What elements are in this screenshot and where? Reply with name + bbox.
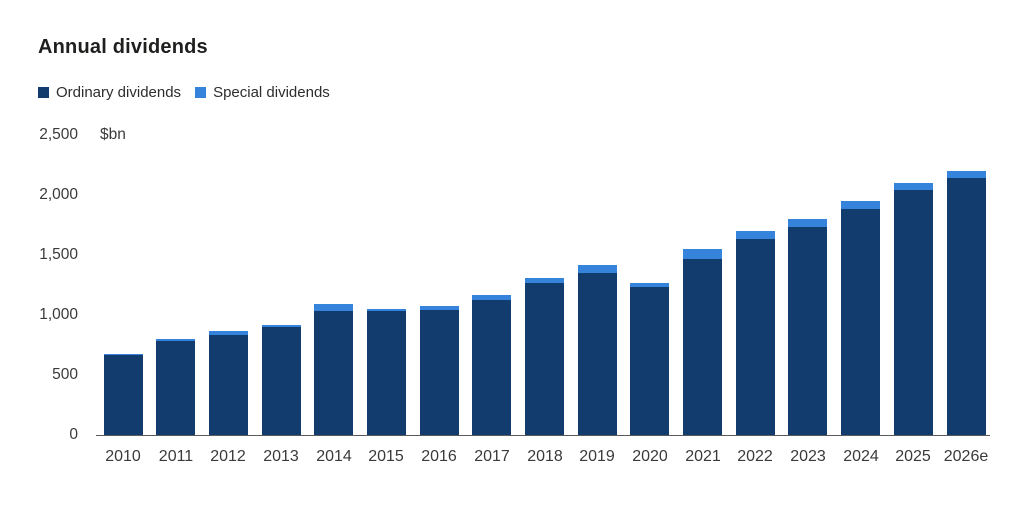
- bar-2026e: [947, 171, 986, 435]
- y-axis-unit-label: $bn: [100, 126, 126, 143]
- x-tick-label-2021: 2021: [685, 448, 721, 465]
- x-tick-label-2018: 2018: [527, 448, 563, 465]
- bar-2016: [420, 306, 459, 435]
- ordinary-dividends-swatch-icon: [38, 87, 49, 98]
- x-tick-label-2012: 2012: [210, 448, 246, 465]
- chart-title: Annual dividends: [38, 36, 208, 58]
- bar-2020: [630, 283, 669, 435]
- x-tick-label-2020: 2020: [632, 448, 668, 465]
- bar-2010: [104, 354, 143, 435]
- legend-label-ordinary: Ordinary dividends: [56, 84, 182, 101]
- legend-label-special: Special dividends: [213, 84, 330, 101]
- x-axis-line: [96, 435, 990, 436]
- x-tick-label-2014: 2014: [316, 448, 352, 465]
- bar-2026e-special: [947, 171, 986, 178]
- bar-2024: [841, 201, 880, 435]
- bar-2014-special: [314, 304, 353, 311]
- bar-2017-special: [472, 295, 511, 300]
- bar-2020-special: [630, 283, 669, 287]
- bar-2026e-ordinary: [947, 178, 986, 435]
- y-tick-label-2000: 2,000: [39, 186, 78, 203]
- bar-2020-ordinary: [630, 287, 669, 435]
- bar-2014-ordinary: [314, 311, 353, 435]
- bar-2015: [367, 309, 406, 435]
- bar-2017-ordinary: [472, 300, 511, 435]
- y-tick-label-2500: 2,500: [39, 126, 78, 143]
- y-tick-label-1000: 1,000: [39, 306, 78, 323]
- bar-2016-special: [420, 306, 459, 310]
- bar-2023: [788, 219, 827, 435]
- bar-2022-ordinary: [736, 239, 775, 435]
- bar-2022-special: [736, 231, 775, 239]
- bar-2019-ordinary: [578, 273, 617, 435]
- chart-legend: Ordinary dividends Special dividends: [38, 84, 330, 101]
- bar-2023-ordinary: [788, 227, 827, 435]
- x-tick-label-2017: 2017: [474, 448, 510, 465]
- x-tick-label-2016: 2016: [421, 448, 457, 465]
- bar-2018-ordinary: [525, 283, 564, 435]
- bar-2025-special: [894, 183, 933, 190]
- bar-2013-special: [262, 325, 301, 327]
- bar-2021: [683, 249, 722, 435]
- special-dividends-swatch-icon: [195, 87, 207, 98]
- legend-item-special: Special dividends: [195, 84, 330, 101]
- x-tick-label-2019: 2019: [579, 448, 615, 465]
- bar-2010-special: [104, 354, 143, 355]
- bar-2017: [472, 295, 511, 435]
- bar-2011-special: [156, 339, 195, 341]
- bar-2019-special: [578, 265, 617, 273]
- x-tick-label-2011: 2011: [158, 448, 194, 465]
- bar-2025: [894, 183, 933, 435]
- y-tick-label-1500: 1,500: [39, 246, 78, 263]
- x-tick-label-2024: 2024: [843, 448, 879, 465]
- bar-2011-ordinary: [156, 341, 195, 435]
- bar-2014: [314, 304, 353, 435]
- bar-2025-ordinary: [894, 190, 933, 435]
- legend-item-ordinary: Ordinary dividends: [38, 84, 181, 101]
- bar-2024-special: [841, 201, 880, 209]
- bar-2013: [262, 325, 301, 435]
- x-tick-label-2022: 2022: [737, 448, 773, 465]
- bar-2021-ordinary: [683, 259, 722, 435]
- bar-2021-special: [683, 249, 722, 259]
- bar-2011: [156, 339, 195, 435]
- bar-2015-special: [367, 309, 406, 311]
- bar-2013-ordinary: [262, 327, 301, 435]
- bar-2022: [736, 231, 775, 435]
- bar-2015-ordinary: [367, 311, 406, 435]
- bar-2018: [525, 278, 564, 435]
- bar-2018-special: [525, 278, 564, 283]
- x-tick-label-2023: 2023: [790, 448, 826, 465]
- bar-2019: [578, 265, 617, 435]
- x-tick-label-2025: 2025: [895, 448, 931, 465]
- bar-2012-ordinary: [209, 335, 248, 435]
- bar-2012-special: [209, 331, 248, 335]
- bar-2023-special: [788, 219, 827, 227]
- bar-2016-ordinary: [420, 310, 459, 435]
- x-tick-label-2026e: 2026e: [943, 448, 989, 465]
- y-tick-label-500: 500: [52, 366, 78, 383]
- bar-2010-ordinary: [104, 355, 143, 435]
- y-tick-label-0: 0: [69, 426, 78, 443]
- x-tick-label-2015: 2015: [368, 448, 404, 465]
- bar-2024-ordinary: [841, 209, 880, 435]
- x-tick-label-2013: 2013: [263, 448, 299, 465]
- x-tick-label-2010: 2010: [105, 448, 141, 465]
- bar-2012: [209, 331, 248, 435]
